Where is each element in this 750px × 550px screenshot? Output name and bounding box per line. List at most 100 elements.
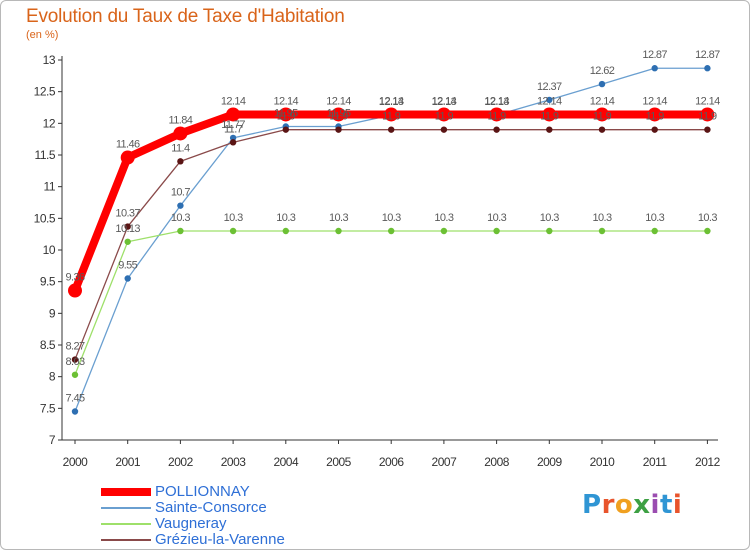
data-label: 12.62 — [590, 65, 615, 77]
data-label: 12.13 — [379, 96, 404, 108]
logo-letter: r — [601, 490, 615, 520]
data-point — [651, 227, 658, 235]
chart-title: Evolution du Taux de Taxe d'Habitation — [26, 6, 345, 27]
data-label: 10.3 — [645, 212, 664, 224]
data-point — [493, 126, 500, 133]
proxiti-logo: Proxiti — [582, 490, 682, 520]
legend-swatch — [101, 539, 151, 541]
data-label: 12.14 — [695, 95, 720, 107]
data-label: 10.3 — [382, 212, 401, 224]
data-point — [278, 107, 293, 122]
x-tick-label: 2008 — [484, 455, 510, 469]
data-point — [440, 126, 448, 133]
data-label: 12.14 — [379, 95, 404, 107]
x-tick-label: 2012 — [695, 455, 721, 469]
y-tick-label: 10 — [43, 243, 56, 257]
data-label: 12.14 — [484, 95, 509, 107]
series-line — [74, 230, 709, 376]
x-tick-label: 2011 — [643, 455, 668, 469]
data-label: 11.95 — [274, 108, 298, 120]
y-tick-label: 12 — [43, 116, 56, 130]
data-label: 10.7 — [171, 187, 190, 199]
data-point — [124, 275, 131, 282]
data-point — [489, 107, 504, 122]
data-point — [436, 107, 451, 122]
data-label: 12.87 — [642, 49, 667, 61]
data-point — [335, 126, 342, 133]
data-point — [647, 107, 662, 122]
chart-subtitle: (en %) — [26, 29, 59, 41]
data-label: 11.77 — [221, 119, 245, 131]
x-tick-label: 2001 — [115, 455, 141, 469]
data-label: 12.14 — [326, 95, 351, 107]
legend-item: POLLIONNAY — [101, 484, 285, 500]
legend-label: Vaugneray — [155, 515, 227, 532]
data-point — [331, 107, 346, 122]
legend-swatch — [101, 507, 151, 509]
data-label: 11.9 — [382, 111, 401, 123]
data-label: 11.9 — [329, 111, 348, 123]
data-label: 10.3 — [224, 212, 243, 224]
y-tick-label: 10.5 — [34, 211, 56, 225]
legend-label: Sainte-Consorce — [155, 499, 267, 516]
data-point — [546, 126, 553, 133]
data-point — [173, 126, 188, 141]
data-point — [177, 202, 184, 209]
data-label: 12.13 — [432, 96, 457, 108]
y-tick-label: 11.5 — [35, 148, 56, 162]
data-point — [177, 227, 184, 235]
data-point — [68, 283, 82, 298]
legend-item: Grézieu-la-Varenne — [101, 532, 285, 548]
data-label: 11.9 — [698, 111, 717, 123]
data-point — [493, 227, 500, 235]
y-tick-label: 8.5 — [40, 338, 56, 352]
data-point — [546, 227, 553, 235]
legend: POLLIONNAY Sainte-Consorce Vaugneray Grézie… — [101, 484, 285, 548]
data-label: 10.3 — [329, 212, 348, 224]
legend-item: Vaugneray — [101, 516, 285, 532]
data-point — [598, 227, 606, 235]
data-label: 7.45 — [65, 393, 84, 405]
y-tick-label: 9 — [49, 306, 56, 320]
data-label: 12.87 — [695, 49, 720, 61]
y-tick-label: 13 — [43, 53, 56, 67]
data-point — [700, 107, 715, 122]
data-point — [229, 227, 237, 235]
data-point — [229, 134, 237, 142]
y-tick-label: 9.5 — [40, 275, 56, 289]
data-point — [335, 227, 342, 235]
logo-letter: P — [582, 490, 602, 520]
data-point — [440, 227, 448, 235]
data-label: 9.36 — [65, 272, 84, 284]
series-line — [71, 110, 712, 295]
legend-label: POLLIONNAY — [155, 483, 250, 500]
data-point — [595, 107, 609, 122]
data-label: 10.3 — [434, 212, 453, 224]
logo-letter: i — [650, 490, 660, 520]
data-label: 10.3 — [540, 212, 559, 224]
x-tick-label: 2010 — [590, 455, 616, 469]
data-label: 10.13 — [115, 223, 140, 235]
data-label: 11.46 — [116, 139, 140, 151]
data-label: 10.3 — [171, 212, 190, 224]
legend-label: Grézieu-la-Varenne — [155, 531, 285, 548]
y-tick-label: 12.5 — [34, 85, 56, 99]
data-point — [282, 126, 289, 133]
data-point — [71, 371, 79, 378]
x-tick-label: 2005 — [326, 455, 352, 469]
data-point — [704, 227, 711, 235]
data-point — [71, 408, 79, 415]
data-label: 11.9 — [593, 111, 612, 123]
data-point — [120, 150, 135, 165]
x-tick-label: 2009 — [537, 455, 563, 469]
data-point — [124, 238, 131, 245]
logo-letter: o — [614, 490, 634, 520]
x-tick-label: 2002 — [168, 455, 194, 469]
data-label: 11.7 — [224, 123, 243, 135]
data-label: 8.03 — [65, 356, 84, 368]
data-label: 11.9 — [487, 111, 506, 123]
data-point — [546, 96, 553, 104]
y-tick-label: 8 — [49, 370, 56, 384]
data-point — [282, 227, 289, 235]
